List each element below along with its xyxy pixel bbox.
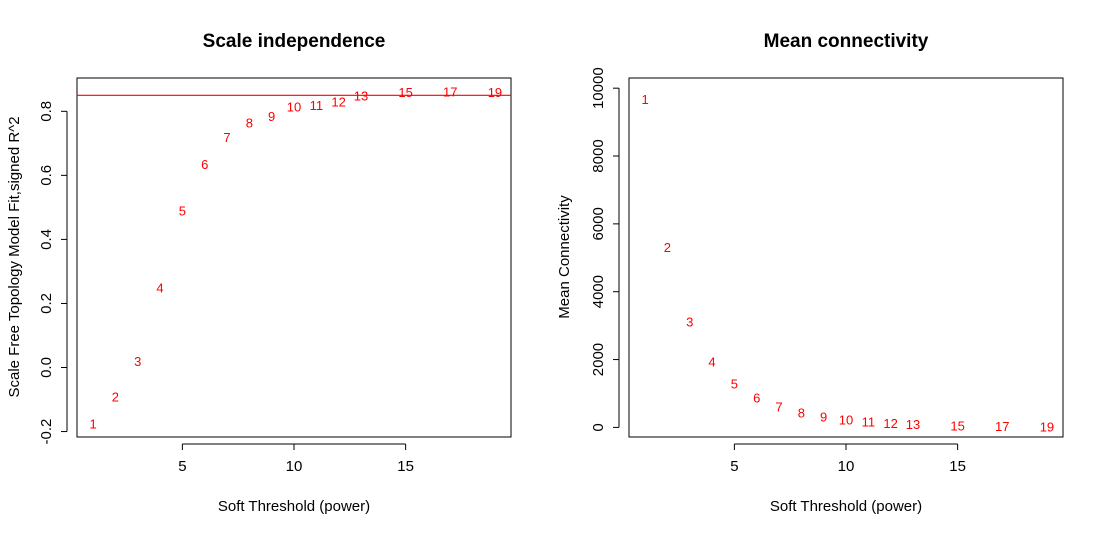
scale-independence-panel: Scale independence Soft Threshold (power… [6,31,512,515]
data-point-label: 7 [223,130,230,145]
y-tick-label: 0.0 [38,357,55,378]
data-point-label: 19 [488,85,502,100]
data-point-label: 12 [883,416,897,431]
data-point-label: 9 [268,109,275,124]
data-point-label: 11 [862,414,876,429]
data-point-label: 13 [906,417,920,432]
data-point-label: 8 [798,405,805,420]
y-tick-label: 4000 [590,275,607,308]
data-point-label: 3 [686,315,693,330]
data-point-label: 2 [112,389,119,404]
x-tick-label: 10 [838,458,855,475]
data-point-label: 4 [156,280,163,295]
y-tick-label: 2000 [590,343,607,376]
y-tick-label: 10000 [590,67,607,109]
y-tick-label: 0.6 [38,165,55,186]
data-point-label: 6 [753,391,760,406]
data-point-label: 6 [201,157,208,172]
y-tick-label: 0.2 [38,293,55,314]
data-point-label: 2 [664,240,671,255]
x-tick-label: 15 [397,458,414,475]
x-axis: 5 10 15 [730,443,966,475]
x-axis: 5 10 15 [178,443,414,475]
data-point-label: 15 [398,85,412,100]
y-axis: 0 2000 4000 6000 8000 10000 [590,67,620,432]
data-point-label: 9 [820,410,827,425]
data-point-label: 8 [246,116,253,131]
plot-frame [76,77,512,438]
data-point-label: 4 [708,354,715,369]
y-tick-label: 0.8 [38,101,55,122]
y-axis: -0.2 0.0 0.2 0.4 0.6 0.8 [38,101,68,445]
data-point-label: 17 [995,419,1009,434]
data-point-label: 17 [443,84,457,99]
data-point-label: 1 [89,417,96,432]
x-tick-label: 15 [949,458,966,475]
data-point-label: 15 [950,418,964,433]
chart-title: Mean connectivity [764,31,929,52]
data-point-label: 1 [641,92,648,107]
data-point-label: 7 [775,400,782,415]
data-point-label: 5 [731,377,738,392]
plot-frame [628,77,1064,438]
y-tick-label: 0 [590,423,607,431]
x-axis-label: Soft Threshold (power) [218,498,370,515]
x-tick-label: 5 [730,458,738,475]
y-tick-label: 0.4 [38,229,55,250]
x-axis-label: Soft Threshold (power) [770,498,922,515]
data-point-label: 19 [1040,419,1054,434]
y-axis-label: Scale Free Topology Model Fit,signed R^2 [6,116,23,397]
data-point-label: 5 [179,204,186,219]
x-tick-label: 5 [178,458,186,475]
y-tick-label: 8000 [590,139,607,172]
data-point-label: 10 [287,100,301,115]
data-point-label: 11 [310,98,324,113]
data-point-label: 3 [134,354,141,369]
x-tick-label: 10 [286,458,303,475]
y-axis-label: Mean Connectivity [556,195,573,319]
data-point-label: 10 [839,413,853,428]
data-point-label: 12 [331,95,345,110]
chart-title: Scale independence [203,31,386,52]
y-tick-label: -0.2 [38,419,55,445]
y-tick-label: 6000 [590,207,607,240]
mean-connectivity-panel: Mean connectivity Soft Threshold (power)… [556,31,1064,515]
